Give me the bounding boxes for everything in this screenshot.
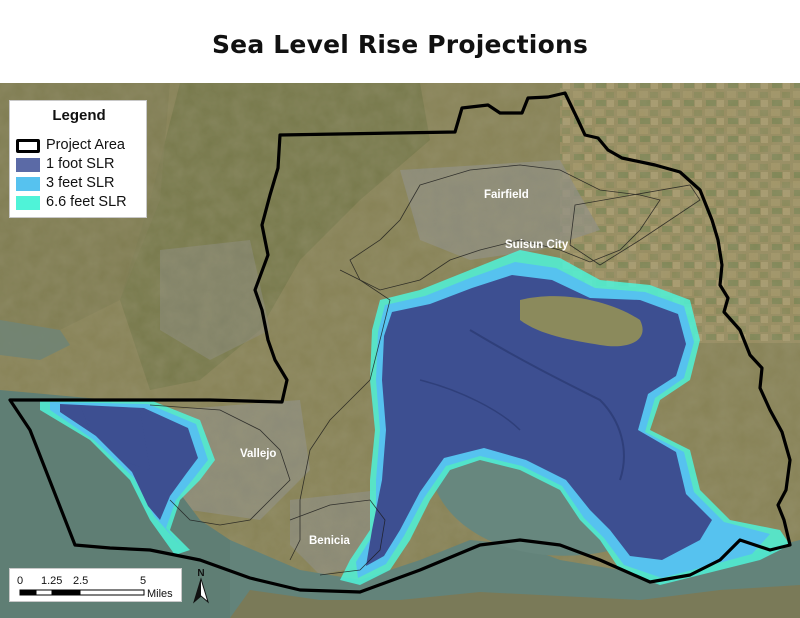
- marsh-upland-island: [520, 296, 643, 347]
- city-limits: [149, 164, 701, 576]
- legend-label: 1 foot SLR: [46, 156, 115, 172]
- scale-tick-5: 5: [140, 575, 146, 587]
- legend-label: Project Area: [46, 137, 125, 153]
- scale-unit: Miles: [147, 588, 173, 600]
- san-pablo-bay: [0, 390, 260, 618]
- project-area-swatch: [16, 139, 40, 153]
- scale-tick-2-5: 2.5: [73, 575, 88, 587]
- scale-bar: 0 1.25 2.5 5 Miles: [9, 568, 182, 602]
- legend-label: 3 feet SLR: [46, 175, 115, 191]
- slr-1ft-layer: [60, 275, 712, 566]
- legend: Legend Project Area 1 foot SLR 3 feet SL…: [9, 100, 147, 218]
- 6-6ft-slr-swatch: [16, 196, 40, 210]
- city-label-benicia: Benicia: [309, 535, 351, 547]
- napa-river-wetland-west: [0, 320, 70, 360]
- project-area-boundary: [8, 91, 792, 594]
- map-area: Fairfield Suisun City Vallejo Benicia: [0, 83, 800, 618]
- south-shore-land: [230, 585, 800, 618]
- 1ft-slr-swatch: [16, 158, 40, 172]
- scale-segments: [19, 589, 145, 596]
- city-label-fairfield: Fairfield: [484, 189, 529, 201]
- scale-tick-1-25: 1.25: [41, 575, 62, 587]
- 3ft-slr-swatch: [16, 177, 40, 191]
- north-label: N: [197, 568, 204, 579]
- scale-tick-0: 0: [17, 575, 23, 587]
- city-label-vallejo: Vallejo: [240, 448, 276, 460]
- map-title: Sea Level Rise Projections: [211, 30, 589, 59]
- legend-title: Legend: [52, 107, 106, 124]
- north-arrow-icon: N: [193, 568, 209, 604]
- city-label-suisun-city: Suisun City: [505, 239, 569, 251]
- marsh-channel: [469, 329, 625, 481]
- marsh-channel-2: [419, 379, 521, 431]
- legend-label: 6.6 feet SLR: [46, 194, 127, 210]
